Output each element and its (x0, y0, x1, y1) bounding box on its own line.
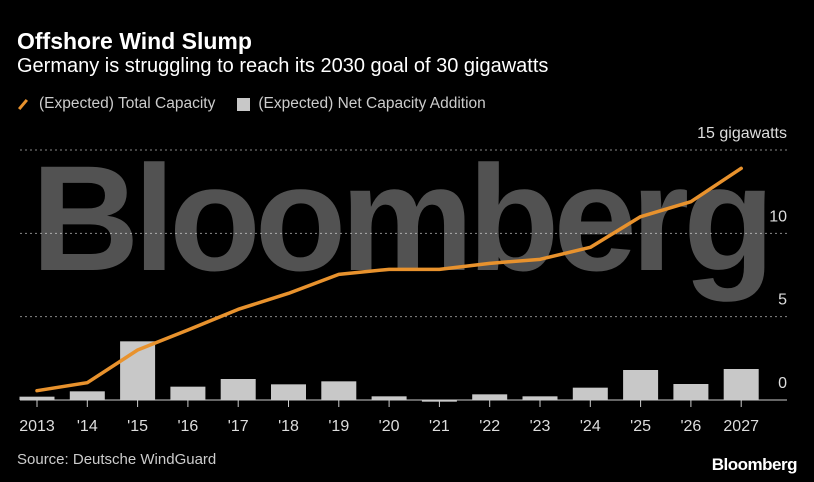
x-tick-label: '19 (328, 418, 349, 435)
x-tick-label: '15 (127, 418, 148, 435)
bar (572, 387, 608, 400)
x-tick-label: 2027 (723, 418, 759, 435)
y-tick-label: 10 (769, 208, 787, 225)
x-tick-label: 2013 (19, 418, 55, 435)
chart-subtitle: Germany is struggling to reach its 2030 … (17, 55, 549, 77)
bar (271, 384, 306, 400)
x-tick-label: '18 (278, 418, 299, 435)
x-tick-label: '16 (177, 418, 198, 435)
legend-bar-swatch (237, 97, 251, 111)
x-tick-label: '20 (379, 418, 400, 435)
bloomberg-logo: Bloomberg (711, 455, 798, 474)
legend: (Expected) Total Capacity (Expected) Net… (17, 95, 486, 113)
x-tick-label: '22 (479, 418, 500, 435)
y-tick-label: 5 (778, 292, 787, 309)
y-tick-label: 0 (778, 375, 787, 392)
bar (19, 396, 55, 400)
x-tick-label: '26 (680, 418, 701, 435)
bar (623, 370, 659, 400)
legend-label-net: (Expected) Net Capacity Addition (258, 95, 486, 112)
source-note: Source: Deutsche WindGuard (17, 451, 217, 468)
bar (371, 396, 407, 400)
bar (321, 381, 357, 400)
x-tick-label: '25 (630, 418, 651, 435)
bar (673, 384, 709, 400)
x-tick-label: '17 (228, 418, 249, 435)
bar (69, 391, 105, 400)
chart-title: Offshore Wind Slump (17, 28, 252, 54)
y-tick-label: 15 gigawatts (697, 125, 787, 142)
bar (522, 396, 558, 400)
bar (220, 379, 256, 400)
x-tick-label: '24 (580, 418, 601, 435)
x-tick-label: '23 (530, 418, 551, 435)
watermark: Bloomberg (31, 134, 769, 302)
bar (472, 394, 508, 400)
x-tick-label: '21 (429, 418, 450, 435)
legend-label-total: (Expected) Total Capacity (39, 95, 216, 112)
bar (723, 369, 759, 400)
bar (170, 386, 206, 400)
x-tick-label: '14 (77, 418, 98, 435)
